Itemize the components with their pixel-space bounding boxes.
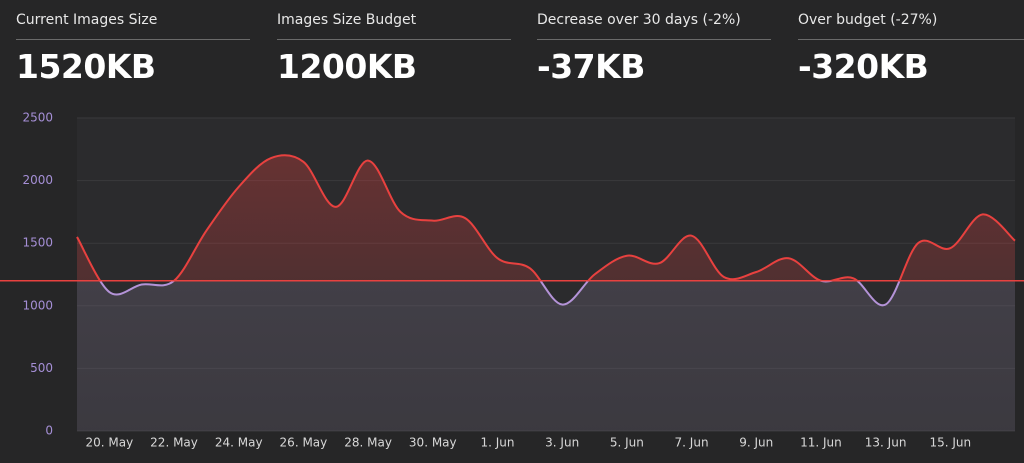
x-tick-label: 26. May <box>280 436 328 450</box>
stat-value: -320KB <box>798 47 929 86</box>
x-tick-label: 5. Jun <box>610 436 644 450</box>
stat-value: -37KB <box>537 47 645 86</box>
stat-label: Images Size Budget <box>277 12 417 28</box>
x-tick-label: 24. May <box>215 436 263 450</box>
x-tick-label: 20. May <box>85 436 133 450</box>
stat-divider <box>16 39 250 40</box>
y-tick-label: 500 <box>30 361 53 375</box>
stat-divider <box>798 39 1024 40</box>
x-tick-label: 22. May <box>150 436 198 450</box>
x-tick-label: 11. Jun <box>800 436 842 450</box>
stat-label: Over budget (-27%) <box>798 12 938 28</box>
y-tick-label: 1500 <box>22 236 53 250</box>
x-tick-label: 7. Jun <box>675 436 709 450</box>
stat-divider <box>537 39 771 40</box>
y-tick-label: 2500 <box>22 111 53 125</box>
x-tick-label: 9. Jun <box>739 436 773 450</box>
area <box>77 155 1015 431</box>
x-tick-label: 15. Jun <box>929 436 971 450</box>
y-tick-label: 0 <box>45 424 53 438</box>
stat-value: 1520KB <box>16 47 156 86</box>
stat-value: 1200KB <box>277 47 417 86</box>
y-tick-label: 1000 <box>22 298 53 312</box>
x-tick-label: 1. Jun <box>480 436 514 450</box>
stat-divider <box>277 39 511 40</box>
x-tick-label: 13. Jun <box>865 436 907 450</box>
x-tick-label: 28. May <box>344 436 392 450</box>
stat-label: Decrease over 30 days (-2%) <box>537 12 741 28</box>
stat-label: Current Images Size <box>16 12 158 28</box>
x-tick-label: 30. May <box>409 436 457 450</box>
x-tick-label: 3. Jun <box>545 436 579 450</box>
y-tick-label: 2000 <box>22 173 53 187</box>
